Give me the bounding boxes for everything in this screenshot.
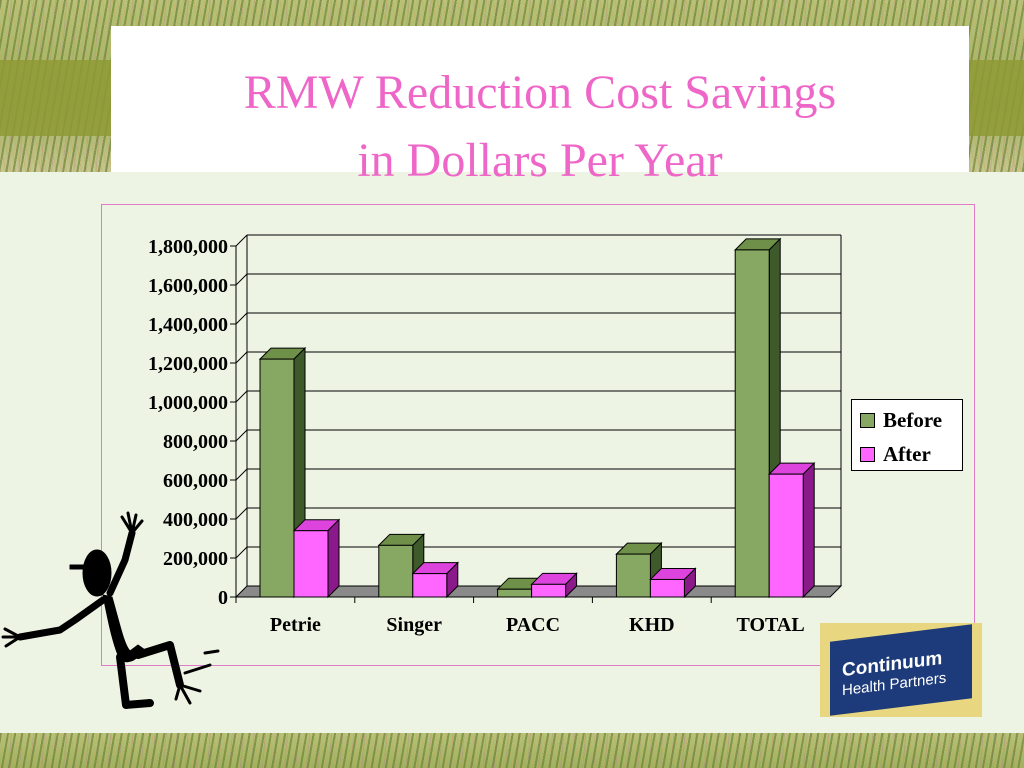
bar-side-face (327, 518, 340, 599)
figure-right-leg (134, 641, 184, 689)
bar-before-petrie (259, 358, 295, 598)
slide-title-line1: RMW Reduction Cost Savings (243, 66, 837, 119)
figure-motion-line-2 (203, 649, 220, 655)
gridline-depth (235, 507, 248, 520)
gridline-depth (235, 468, 248, 481)
figure-body (102, 594, 146, 663)
figure-right-hand (120, 511, 144, 535)
y-tick-label: 1,000,000 (148, 392, 228, 414)
x-tick-label: TOTAL (737, 614, 805, 636)
bar-after-singer (412, 573, 448, 598)
gridline-depth (235, 351, 248, 364)
gridline-depth (235, 429, 248, 442)
legend-swatch-after (860, 447, 875, 462)
plot-wall (236, 235, 841, 597)
continuum-logo: Continuum Health Partners (820, 623, 982, 717)
stick-figure-clipart (1, 511, 220, 709)
legend-label-after: After (883, 442, 931, 466)
gridline-depth (235, 390, 248, 403)
bar-before-singer (378, 544, 414, 598)
y-tick-label: 1,400,000 (148, 314, 228, 336)
bar-after-pacc (531, 583, 567, 598)
y-tick-label: 200,000 (163, 548, 228, 570)
bar-after-khd (649, 578, 685, 598)
y-tick-label: 600,000 (163, 470, 228, 492)
gridline-depth (235, 234, 248, 247)
legend-item-after: After (860, 442, 931, 467)
bar-before-khd (615, 553, 651, 598)
y-tick-label: 0 (218, 587, 228, 609)
grass-background-bottom (0, 733, 1024, 768)
figure-right-arm (106, 529, 136, 597)
x-tick-label: PACC (506, 614, 560, 636)
legend-item-before: Before (860, 408, 942, 433)
figure-hat-brim (69, 564, 85, 570)
figure-left-arm (16, 596, 107, 641)
slide-title-line2: in Dollars Per Year (357, 134, 723, 187)
legend-swatch-before (860, 413, 875, 428)
legend-label-before: Before (883, 408, 943, 432)
figure-motion-lines (174, 663, 212, 705)
y-tick-label: 1,600,000 (148, 275, 228, 297)
y-tick-label: 800,000 (163, 431, 228, 453)
bar-before-total (734, 249, 770, 598)
olive-band-right (969, 60, 1024, 136)
logo-panel: Continuum Health Partners (830, 624, 972, 716)
y-tick-label: 1,200,000 (148, 353, 228, 375)
bar-after-total (768, 473, 804, 598)
y-tick-label: 1,800,000 (148, 236, 228, 258)
gridline-depth (235, 312, 248, 325)
bar-side-face (802, 461, 815, 599)
figure-left-leg (116, 653, 154, 709)
x-tick-label: Singer (386, 614, 442, 636)
x-tick-label: KHD (629, 614, 675, 636)
title-box: RMW Reduction Cost Savings in Dollars Pe… (111, 26, 969, 187)
gridline-depth (235, 273, 248, 286)
chart-legend: Before After (851, 399, 963, 471)
figure-head (82, 549, 112, 597)
y-tick-label: 400,000 (163, 509, 228, 531)
bar-after-petrie (293, 530, 329, 598)
figure-left-hand (1, 627, 22, 648)
chart-frame (101, 204, 975, 666)
bar-before-pacc (497, 588, 533, 598)
olive-band-left (0, 60, 111, 136)
x-tick-label: Petrie (270, 614, 321, 636)
gridline-depth (235, 546, 248, 559)
